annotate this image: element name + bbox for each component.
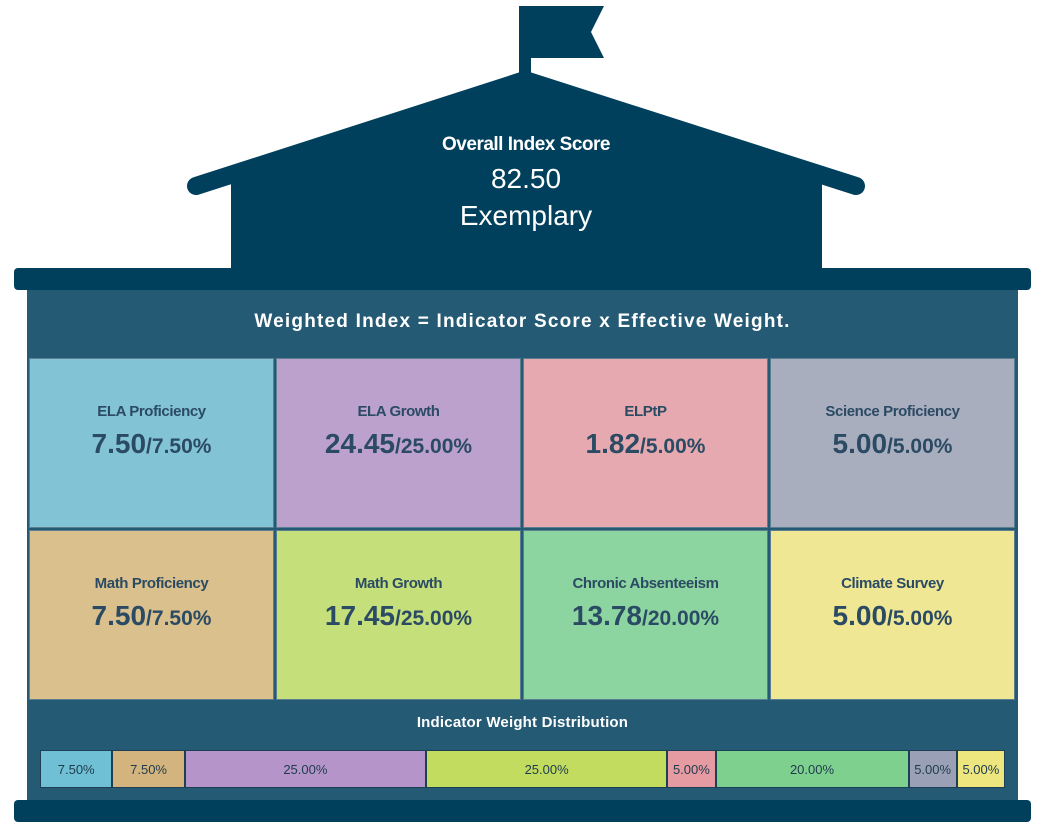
indicator-name: Science Proficiency (825, 403, 960, 420)
indicator-score: 7.50 (91, 428, 147, 459)
distribution-segment: 7.50% (112, 750, 185, 788)
indicator-score: 7.50 (91, 600, 147, 631)
overall-score-value: 82.50 (490, 163, 562, 194)
schoolhouse-base (14, 800, 1031, 822)
indicator-name: ELA Proficiency (97, 403, 206, 420)
indicator-score: 24.45 (324, 428, 395, 459)
flag-icon (531, 6, 604, 58)
indicator-weight: 5.00% (892, 607, 953, 630)
indicator-separator: / (395, 435, 401, 458)
indicator-value: 1.82/5.00% (586, 428, 706, 460)
indicator-tile: ELA Proficiency 7.50/7.50% (29, 358, 274, 528)
distribution-title: Indicator Weight Distribution (416, 714, 629, 731)
roof-eave-right (516, 71, 865, 195)
flagpole (519, 6, 531, 80)
indicator-separator: / (887, 435, 893, 458)
distribution-segment: 7.50% (40, 750, 113, 788)
indicator-separator: / (146, 435, 152, 458)
indicator-value: 7.50/7.50% (92, 600, 212, 632)
indicator-name: Math Proficiency (94, 575, 209, 592)
indicator-name: Chronic Absenteeism (572, 575, 719, 592)
indicator-tile: Math Growth 17.45/25.00% (276, 530, 521, 700)
indicator-score: 13.78 (571, 600, 642, 631)
indicator-separator: / (640, 435, 646, 458)
indicator-tile: Climate Survey 5.00/5.00% (770, 530, 1015, 700)
indicator-value: 5.00/5.00% (833, 428, 953, 460)
indicator-separator: / (395, 607, 401, 630)
indicator-tile: ELPtP 1.82/5.00% (523, 358, 768, 528)
indicator-weight: 5.00% (645, 435, 706, 458)
formula-banner: Weighted Index = Indicator Score x Effec… (254, 311, 791, 332)
distribution-segment: 20.00% (715, 750, 909, 788)
indicator-value: 7.50/7.50% (92, 428, 212, 460)
distribution-segment: 25.00% (426, 750, 668, 788)
indicator-value: 17.45/25.00% (325, 600, 472, 632)
indicator-score: 1.82 (585, 428, 641, 459)
indicator-weight: 5.00% (892, 435, 953, 458)
overall-score-label: Overall Index Score (442, 134, 610, 155)
indicator-weight: 20.00% (647, 607, 720, 630)
distribution-segment: 5.00% (667, 750, 716, 788)
indicator-tile: ELA Growth 24.45/25.00% (276, 358, 521, 528)
indicator-weight: 7.50% (151, 607, 212, 630)
indicator-score: 5.00 (832, 428, 888, 459)
overall-rating: Exemplary (459, 200, 593, 231)
indicator-name: ELA Growth (357, 403, 440, 420)
indicator-weight: 7.50% (151, 435, 212, 458)
distribution-segment: 25.00% (184, 750, 426, 788)
indicator-grid: ELA Proficiency 7.50/7.50% ELA Growth 24.45… (29, 358, 1017, 702)
indicator-value: 13.78/20.00% (572, 600, 719, 632)
indicator-score: 17.45 (324, 600, 395, 631)
indicator-separator: / (887, 607, 893, 630)
roof-eave-left (187, 71, 534, 195)
indicator-separator: / (642, 607, 648, 630)
roof-ledge (14, 268, 1031, 290)
indicator-name: Math Growth (354, 575, 443, 592)
indicator-tile: Chronic Absenteeism 13.78/20.00% (523, 530, 768, 700)
indicator-weight: 25.00% (400, 435, 473, 458)
indicator-value: 24.45/25.00% (325, 428, 472, 460)
indicator-name: ELPtP (624, 403, 667, 420)
schoolhouse-body: Weighted Index = Indicator Score x Effec… (27, 290, 1018, 802)
distribution-segment: 5.00% (956, 750, 1005, 788)
weight-distribution-bar: 7.50% 7.50% 25.00% 25.00% 5.00% 20.00% 5.00% 5.… (40, 750, 1005, 788)
distribution-segment: 5.00% (908, 750, 957, 788)
indicator-name: Climate Survey (841, 575, 944, 592)
indicator-score: 5.00 (832, 600, 888, 631)
indicator-weight: 25.00% (400, 607, 473, 630)
overall-score-block: Overall Index Score 82.50 Exemplary (326, 132, 726, 234)
roof-gable (231, 84, 822, 272)
indicator-tile: Math Proficiency 7.50/7.50% (29, 530, 274, 700)
indicator-separator: / (146, 607, 152, 630)
indicator-value: 5.00/5.00% (833, 600, 953, 632)
indicator-tile: Science Proficiency 5.00/5.00% (770, 358, 1015, 528)
